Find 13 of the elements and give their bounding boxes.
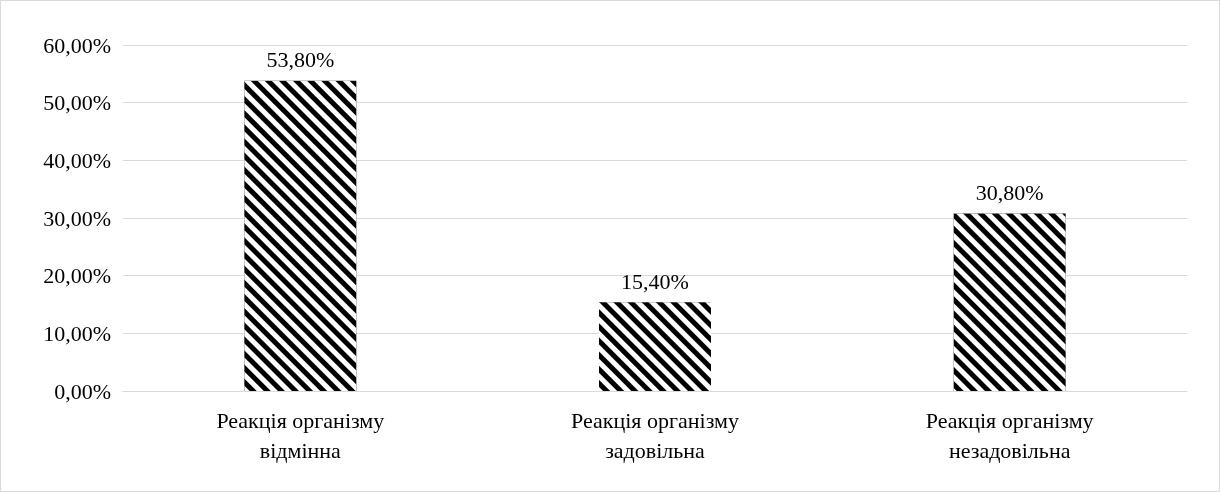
y-tick-label: 10,00% <box>43 320 111 346</box>
data-label: 53,80% <box>266 47 335 73</box>
y-tick-label: 20,00% <box>43 263 111 289</box>
y-tick-label: 40,00% <box>43 147 111 173</box>
data-label: 15,40% <box>621 268 689 294</box>
x-tick-label: Реакція організму відмінна <box>216 407 385 463</box>
y-tick-label: 0,00% <box>54 378 111 404</box>
y-tick-label: 50,00% <box>43 90 111 116</box>
x-tick-label: Реакція організму незадовільна <box>925 407 1094 463</box>
data-label: 30,80% <box>975 179 1044 205</box>
y-tick-label: 60,00% <box>43 32 111 58</box>
y-tick-label: 30,00% <box>43 205 111 231</box>
x-tick-label: Реакція організму задовільна <box>571 407 739 463</box>
